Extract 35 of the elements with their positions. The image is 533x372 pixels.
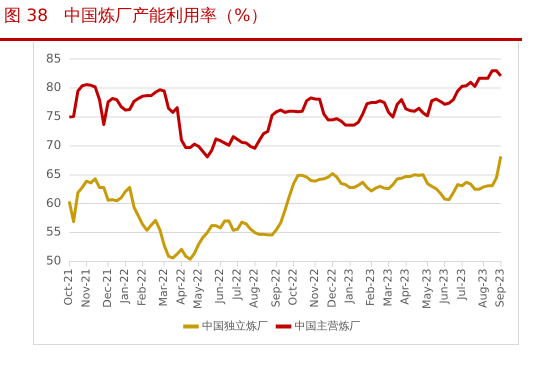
x-tick-label: Jun-22 bbox=[213, 268, 226, 305]
x-tick-label: Oct-21 bbox=[62, 268, 76, 306]
y-tick-label: 70 bbox=[46, 138, 62, 152]
x-tick-label: Sep-23 bbox=[494, 268, 507, 308]
x-tick-label: Nov-21 bbox=[79, 268, 92, 308]
x-tick-label: Oct-22 bbox=[286, 268, 300, 306]
y-tick-label: 50 bbox=[46, 254, 62, 268]
x-tick-label: Feb-22 bbox=[135, 268, 148, 306]
x-tick-label: May-23 bbox=[420, 268, 434, 309]
x-tick-label: Feb-23 bbox=[364, 268, 378, 306]
x-tick-label: Mar-23 bbox=[381, 268, 394, 307]
x-tick-label: Apr-23 bbox=[398, 268, 412, 305]
x-tick-label: Jan-22 bbox=[118, 268, 132, 304]
legend-label: 中国独立炼厂 bbox=[202, 319, 268, 332]
y-tick-label: 85 bbox=[46, 51, 62, 66]
y-tick-label: 75 bbox=[46, 109, 62, 124]
y-tick-label: 60 bbox=[46, 196, 62, 210]
x-tick-label: Apr-22 bbox=[174, 268, 188, 305]
x-tick-label: Jan-23 bbox=[342, 268, 356, 304]
x-tick-label: May-22 bbox=[192, 268, 205, 309]
legend-label: 中国主营炼厂 bbox=[294, 319, 360, 332]
x-tick-label: Aug-22 bbox=[248, 268, 261, 308]
x-tick-label: Dec-22 bbox=[325, 268, 338, 308]
x-tick-label: Jul-23 bbox=[454, 268, 468, 301]
x-tick-label: Dec-21 bbox=[100, 268, 114, 308]
x-tick-label: Aug-23 bbox=[476, 268, 490, 308]
y-tick-label: 80 bbox=[46, 80, 62, 94]
x-tick-label: Nov-22 bbox=[308, 268, 322, 308]
y-tick-label: 55 bbox=[46, 224, 62, 239]
x-tick-label: Mar-22 bbox=[157, 268, 170, 307]
x-tick-label: Jul-22 bbox=[230, 268, 244, 301]
y-tick-label: 65 bbox=[46, 166, 62, 181]
x-tick-label: Sep-22 bbox=[269, 268, 282, 308]
x-tick-label: Jun-23 bbox=[438, 268, 451, 305]
chart-title: 图 38 中国炼厂产能利用率（%） bbox=[4, 5, 268, 27]
